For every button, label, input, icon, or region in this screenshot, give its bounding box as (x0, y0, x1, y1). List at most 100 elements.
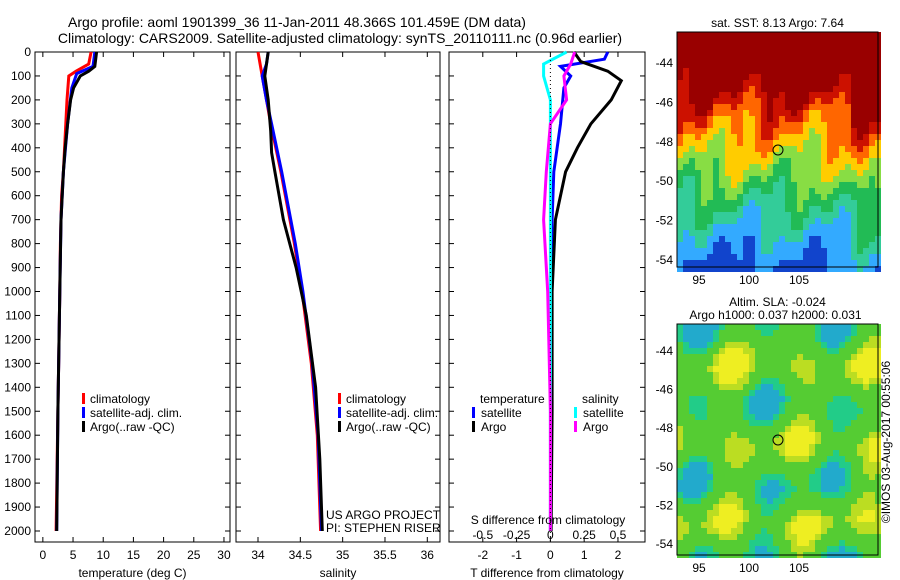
map-cell (767, 474, 773, 480)
map-cell (683, 384, 689, 390)
map-cell (743, 492, 749, 498)
map-cell (725, 122, 731, 128)
map-cell (761, 342, 767, 348)
map-cell (827, 480, 833, 486)
map-cell (773, 372, 779, 378)
map-cell (731, 480, 737, 486)
map-cell (713, 38, 719, 44)
map-cell (839, 242, 845, 248)
map-cell (683, 44, 689, 50)
map-cell (761, 324, 767, 330)
map-cell (857, 516, 863, 522)
map-cell (701, 98, 707, 104)
map-cell (797, 462, 803, 468)
map-cell (689, 360, 695, 366)
map-cell (719, 456, 725, 462)
map-cell (827, 110, 833, 116)
legend-label: satellite-adj. clim. (90, 406, 182, 420)
map-cell (779, 146, 785, 152)
map-cell (737, 390, 743, 396)
map-cell (851, 324, 857, 330)
map-cell (707, 462, 713, 468)
x-tick-label: 30 (217, 548, 231, 562)
map-cell (845, 384, 851, 390)
map-cell (815, 534, 821, 540)
map-cell (791, 456, 797, 462)
map-cell (815, 390, 821, 396)
map-cell (767, 236, 773, 242)
map-cell (743, 224, 749, 230)
map-cell (845, 456, 851, 462)
map-cell (791, 522, 797, 528)
map-cell (707, 200, 713, 206)
map-cell (749, 92, 755, 98)
map-cell (695, 266, 701, 272)
map-cell (821, 420, 827, 426)
map-cell (731, 254, 737, 260)
map-cell (713, 468, 719, 474)
map-cell (695, 230, 701, 236)
map-cell (743, 140, 749, 146)
map-cell (797, 336, 803, 342)
map-cell (785, 390, 791, 396)
map-cell (773, 486, 779, 492)
map-cell (731, 408, 737, 414)
map-cell (701, 92, 707, 98)
map-cell (719, 330, 725, 336)
map-cell (857, 260, 863, 266)
map-cell (851, 194, 857, 200)
map-cell (713, 50, 719, 56)
map-cell (827, 140, 833, 146)
map-cell (683, 378, 689, 384)
map-cell (845, 360, 851, 366)
map-cell (827, 104, 833, 110)
map-cell (869, 92, 875, 98)
map-cell (677, 38, 683, 44)
map-cell (761, 534, 767, 540)
map-cell (785, 200, 791, 206)
map-cell (827, 492, 833, 498)
map-cell (815, 38, 821, 44)
map-cell (743, 360, 749, 366)
map-cell (683, 74, 689, 80)
map-cell (707, 384, 713, 390)
map-cell (785, 354, 791, 360)
map-cell (815, 116, 821, 122)
map-cell (869, 444, 875, 450)
map-cell (833, 486, 839, 492)
map-cell (839, 146, 845, 152)
map-cell (869, 330, 875, 336)
map-cell (731, 474, 737, 480)
map-cell (839, 492, 845, 498)
map-cell (785, 366, 791, 372)
map-cell (713, 248, 719, 254)
map-cell (833, 444, 839, 450)
map-cell (791, 540, 797, 546)
map-cell (827, 158, 833, 164)
map-cell (821, 86, 827, 92)
map-cell (809, 342, 815, 348)
map-cell (869, 98, 875, 104)
map-cell (719, 74, 725, 80)
map-cell (701, 170, 707, 176)
map-cell (869, 116, 875, 122)
map-cell (737, 420, 743, 426)
map-cell (773, 528, 779, 534)
map-cell (755, 92, 761, 98)
map-cell (785, 176, 791, 182)
map-cell (803, 342, 809, 348)
map-cell (779, 456, 785, 462)
map-cell (749, 122, 755, 128)
map-cell (845, 158, 851, 164)
map-cell (827, 540, 833, 546)
map-cell (683, 492, 689, 498)
map-cell (731, 390, 737, 396)
map-cell (683, 480, 689, 486)
map-cell (683, 122, 689, 128)
map-cell (791, 336, 797, 342)
map-cell (731, 402, 737, 408)
map-cell (809, 408, 815, 414)
map-cell (761, 516, 767, 522)
map-cell (761, 104, 767, 110)
map-cell (839, 194, 845, 200)
